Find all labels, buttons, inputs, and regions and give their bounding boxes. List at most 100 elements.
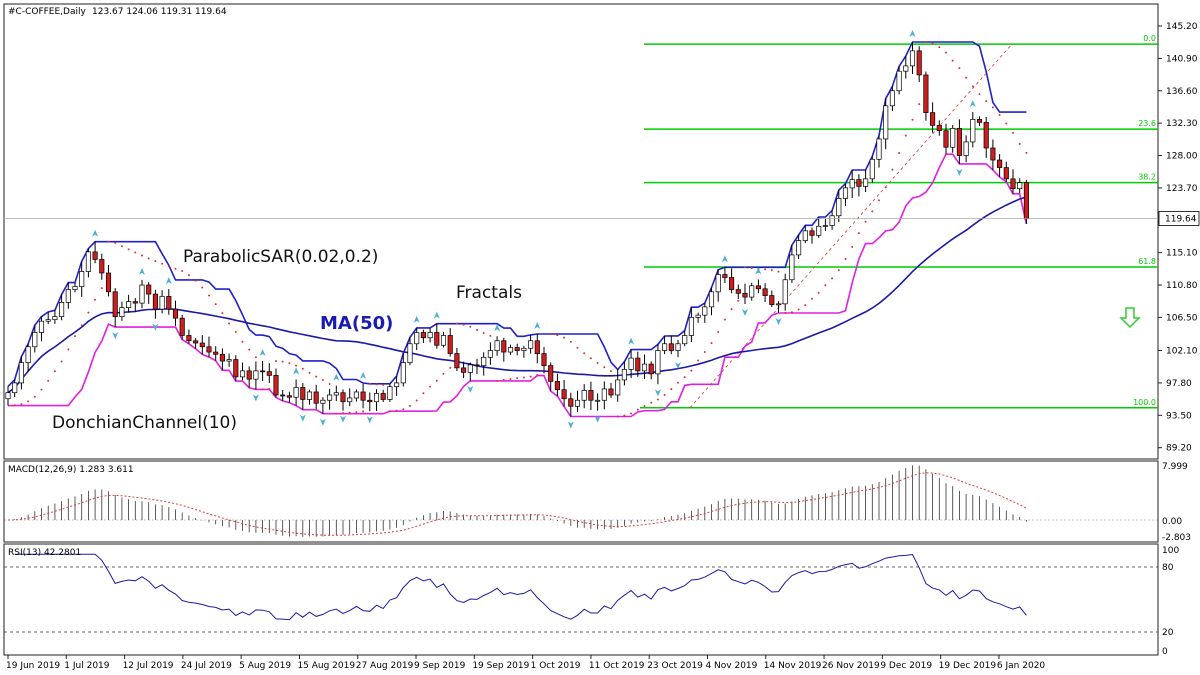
sar-dot (965, 76, 968, 79)
candle (789, 254, 795, 281)
candle (923, 74, 929, 113)
fractal-down-icon (467, 385, 474, 393)
candle (869, 158, 875, 180)
fib-label-0-0: 0.0 (1143, 34, 1156, 43)
price-tick-label: 128.00 (1166, 152, 1198, 162)
fractal-down-icon (152, 323, 159, 331)
sar-dot (147, 257, 150, 260)
candle (105, 272, 112, 293)
candle (682, 335, 688, 345)
candle (568, 398, 574, 407)
candle (12, 382, 18, 394)
sar-dot (315, 375, 318, 378)
sar-dot (375, 383, 378, 386)
sar-dot (596, 361, 599, 364)
candles (5, 42, 1029, 417)
sar-dot (924, 41, 927, 44)
candle (990, 147, 996, 161)
sar-dot (898, 151, 901, 154)
fib-label-23-6: 23.6 (1138, 119, 1156, 128)
candle (306, 391, 313, 400)
price-tick-label: 102.10 (1166, 347, 1198, 357)
candle (481, 356, 487, 366)
sar-dot (301, 367, 304, 370)
candle (467, 364, 473, 373)
macd-signal-line (7, 472, 1027, 536)
candle (883, 105, 889, 140)
candle (628, 357, 634, 370)
fib-label-61-8: 61.8 (1138, 257, 1156, 266)
sar-dot (382, 383, 385, 386)
sar-dot (13, 404, 16, 407)
sar-dot (288, 362, 291, 365)
sar-dot (141, 254, 143, 257)
sar-dot (703, 350, 706, 353)
fractal-up-icon (139, 267, 145, 275)
sar-dot (663, 394, 666, 397)
candle (956, 128, 962, 156)
price-panel (3, 3, 1159, 460)
candle (327, 394, 333, 401)
time-tick-label: 19 Sep 2019 (472, 661, 529, 671)
sar-dot (120, 245, 123, 248)
current-price-box (1158, 211, 1200, 226)
candle (152, 293, 158, 310)
candle (373, 393, 380, 403)
candle (615, 379, 621, 396)
candle (132, 301, 138, 304)
candle (729, 277, 735, 290)
time-tick-label: 12 Jul 2019 (123, 661, 174, 671)
candle (561, 389, 567, 400)
sar-dot (275, 359, 277, 362)
fractal-up-icon (165, 277, 172, 285)
sar-dot (991, 106, 994, 109)
sar-dot (610, 370, 612, 373)
sar-dot (864, 220, 867, 223)
candle (85, 251, 91, 272)
candle (715, 274, 721, 293)
candle (38, 320, 45, 333)
candle (608, 388, 614, 396)
fib-label-38-2: 38.2 (1138, 173, 1156, 182)
candle (246, 370, 252, 380)
candle (903, 65, 909, 72)
candle (816, 225, 822, 236)
candle (668, 343, 674, 351)
sar-dot (221, 312, 224, 315)
candle (501, 340, 507, 353)
sar-dot (435, 379, 438, 382)
sar-dot (395, 409, 398, 412)
fractal-up-icon (628, 337, 635, 345)
sar-dot (87, 311, 90, 314)
sar-dot (750, 267, 753, 270)
sar-dot (844, 258, 847, 261)
candle (5, 392, 11, 400)
sar-dot (697, 359, 700, 362)
time-tick-label: 19 Jun 2019 (6, 661, 60, 671)
fractal-up-icon (92, 229, 99, 237)
candle (742, 292, 748, 298)
fractal-up-icon (360, 371, 367, 379)
sar-dot (415, 399, 418, 402)
fractal-down-icon (340, 415, 346, 423)
candle (796, 240, 802, 256)
candle (735, 289, 741, 294)
candle (233, 359, 239, 378)
candle (461, 367, 467, 373)
sar-dot (134, 251, 137, 254)
sar-dot (154, 260, 157, 263)
macd-tick-label: -2.803 (1162, 533, 1191, 543)
candle (514, 347, 520, 351)
candle (1023, 182, 1029, 220)
candle (447, 335, 453, 354)
time-tick-label: 9 Sep 2019 (414, 661, 466, 671)
price-tick-label: 93.50 (1166, 411, 1192, 421)
sar-dot (589, 357, 592, 360)
candle (427, 332, 433, 339)
time-axis: 19 Jun 2019 1 Jul 2019 12 Jul 2019 24 Jul 2… (6, 655, 1045, 671)
candle (976, 119, 983, 123)
sar-dot (114, 241, 117, 244)
candle (822, 225, 828, 227)
price-tick-label: 136.60 (1166, 87, 1198, 97)
candle (782, 279, 788, 305)
